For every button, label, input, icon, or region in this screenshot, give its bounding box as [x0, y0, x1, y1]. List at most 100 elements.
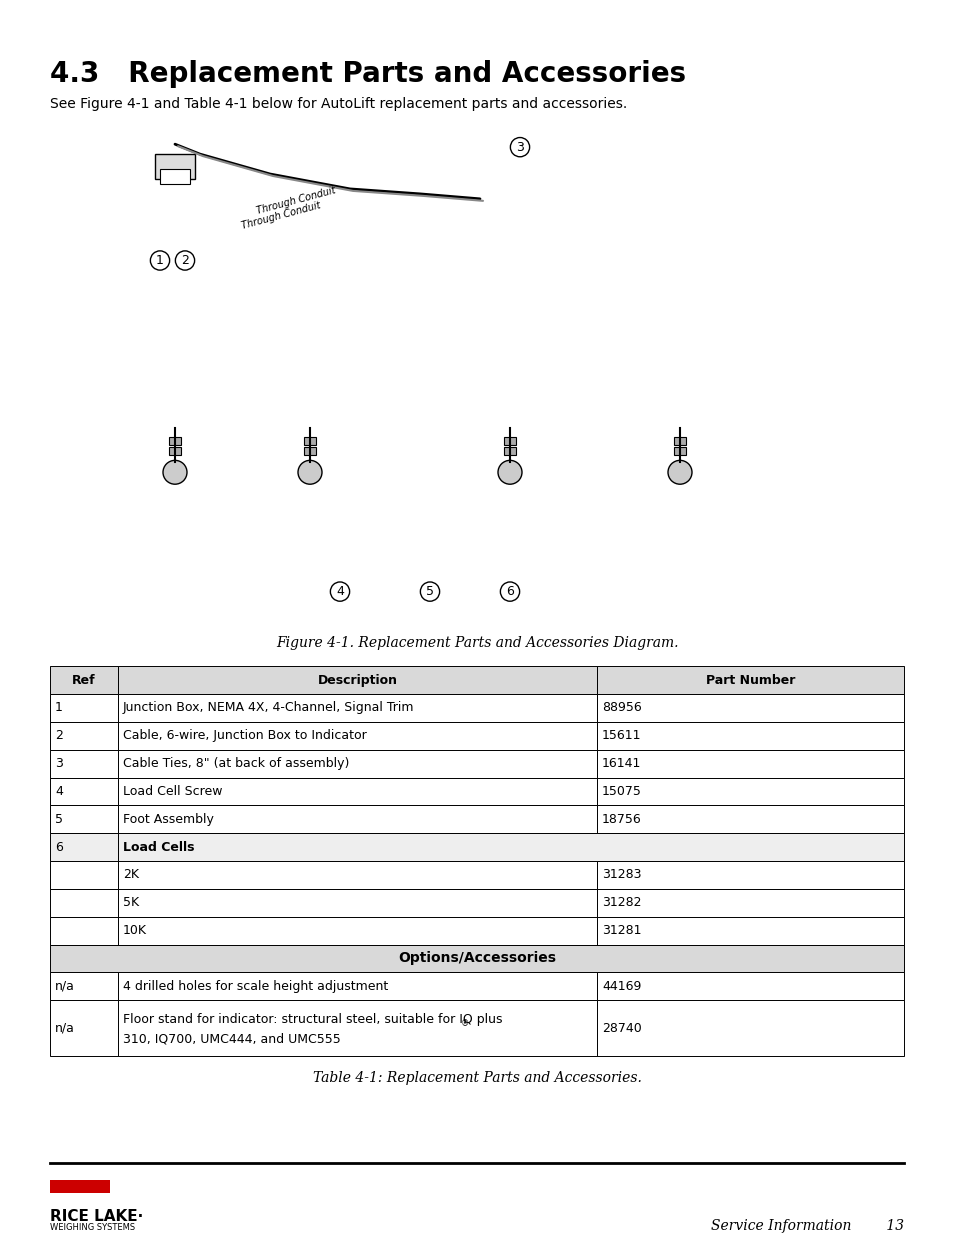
Text: 18756: 18756 — [601, 813, 641, 826]
Bar — [118, 694, 597, 721]
Text: Service Information        13: Service Information 13 — [710, 1219, 903, 1233]
Text: WEIGHING SYSTEMS: WEIGHING SYSTEMS — [50, 1223, 135, 1233]
Text: n/a: n/a — [55, 1021, 74, 1035]
Bar — [503, 437, 516, 446]
Polygon shape — [100, 850, 780, 930]
Text: 15611: 15611 — [601, 729, 640, 742]
Text: 4: 4 — [55, 785, 63, 798]
Text: Table 4-1: Replacement Parts and Accessories.: Table 4-1: Replacement Parts and Accesso… — [313, 1071, 640, 1084]
Bar — [597, 805, 903, 834]
Bar — [304, 437, 315, 446]
Text: 4: 4 — [335, 585, 344, 598]
Text: Figure 4-1. Replacement Parts and Accessories Diagram.: Figure 4-1. Replacement Parts and Access… — [275, 636, 678, 651]
Text: 10K: 10K — [123, 924, 147, 937]
Bar — [597, 666, 903, 694]
Bar — [50, 666, 118, 694]
Text: 2K: 2K — [123, 868, 139, 882]
Text: See Figure 4-1 and Table 4-1 below for AutoLift replacement parts and accessorie: See Figure 4-1 and Table 4-1 below for A… — [50, 98, 626, 111]
Text: 3: 3 — [55, 757, 63, 771]
Bar — [118, 750, 597, 778]
Text: 310, IQ700, UMC444, and UMC555: 310, IQ700, UMC444, and UMC555 — [123, 1032, 340, 1046]
Bar — [597, 778, 903, 805]
Text: Through Conduit: Through Conduit — [240, 200, 321, 231]
Text: Through Conduit: Through Conduit — [254, 185, 336, 216]
Bar — [50, 916, 118, 945]
Text: RICE LAKE·: RICE LAKE· — [50, 1209, 143, 1224]
Text: 15075: 15075 — [601, 785, 641, 798]
Bar — [169, 437, 181, 446]
Bar — [118, 861, 597, 889]
Text: 4 drilled holes for scale height adjustment: 4 drilled holes for scale height adjustm… — [123, 979, 388, 993]
Text: Part Number: Part Number — [705, 673, 795, 687]
Bar — [118, 889, 597, 916]
Text: 1: 1 — [156, 254, 164, 267]
Bar — [118, 1000, 597, 1056]
Bar — [50, 805, 118, 834]
Bar — [597, 972, 903, 1000]
Text: 2: 2 — [181, 254, 189, 267]
Text: 1: 1 — [55, 701, 63, 714]
Text: Ref: Ref — [72, 673, 95, 687]
Bar — [50, 945, 903, 972]
Circle shape — [667, 461, 691, 484]
Bar — [169, 447, 181, 456]
Text: Cable, 6-wire, Junction Box to Indicator: Cable, 6-wire, Junction Box to Indicator — [123, 729, 366, 742]
Circle shape — [297, 461, 322, 484]
Text: 88956: 88956 — [601, 701, 641, 714]
Bar — [160, 169, 190, 184]
Bar — [673, 447, 685, 456]
Bar — [597, 916, 903, 945]
Bar — [304, 447, 315, 456]
Bar — [118, 916, 597, 945]
Bar — [118, 721, 597, 750]
Circle shape — [497, 461, 521, 484]
Bar — [50, 721, 118, 750]
Bar — [118, 778, 597, 805]
Text: Load Cell Screw: Load Cell Screw — [123, 785, 222, 798]
Text: 28740: 28740 — [601, 1021, 641, 1035]
Text: 4.3   Replacement Parts and Accessories: 4.3 Replacement Parts and Accessories — [50, 59, 685, 88]
Bar — [503, 447, 516, 456]
Text: 5: 5 — [55, 813, 63, 826]
Text: ®: ® — [460, 1019, 469, 1029]
Bar — [50, 750, 118, 778]
Bar — [118, 666, 597, 694]
Text: 2: 2 — [55, 729, 63, 742]
Text: 31283: 31283 — [601, 868, 640, 882]
Text: 31282: 31282 — [601, 897, 640, 909]
Text: Foot Assembly: Foot Assembly — [123, 813, 213, 826]
Text: 5K: 5K — [123, 897, 139, 909]
Bar — [50, 889, 118, 916]
Bar — [50, 1000, 118, 1056]
Polygon shape — [174, 800, 754, 850]
Text: Description: Description — [317, 673, 397, 687]
Text: 44169: 44169 — [601, 979, 640, 993]
Text: Load Cells: Load Cells — [123, 841, 194, 853]
Bar — [673, 437, 685, 446]
Bar — [50, 834, 118, 861]
Bar — [50, 778, 118, 805]
Bar — [597, 721, 903, 750]
Circle shape — [163, 461, 187, 484]
Bar — [118, 805, 597, 834]
Bar — [118, 834, 903, 861]
Text: 6: 6 — [55, 841, 63, 853]
Text: 16141: 16141 — [601, 757, 640, 771]
Text: 6: 6 — [505, 585, 514, 598]
Text: Junction Box, NEMA 4X, 4-Channel, Signal Trim: Junction Box, NEMA 4X, 4-Channel, Signal… — [123, 701, 414, 714]
Bar — [597, 1000, 903, 1056]
Text: Cable Ties, 8" (at back of assembly): Cable Ties, 8" (at back of assembly) — [123, 757, 349, 771]
Bar — [50, 1181, 110, 1193]
Bar — [118, 972, 597, 1000]
Text: 31281: 31281 — [601, 924, 640, 937]
Polygon shape — [679, 850, 780, 1053]
Text: n/a: n/a — [55, 979, 74, 993]
Bar — [597, 889, 903, 916]
Text: 5: 5 — [426, 585, 434, 598]
Bar — [50, 972, 118, 1000]
Text: Floor stand for indicator: structural steel, suitable for IQ plus: Floor stand for indicator: structural st… — [123, 1013, 502, 1026]
Bar — [597, 861, 903, 889]
Text: 3: 3 — [516, 141, 523, 153]
Bar — [597, 750, 903, 778]
Bar — [154, 154, 194, 179]
